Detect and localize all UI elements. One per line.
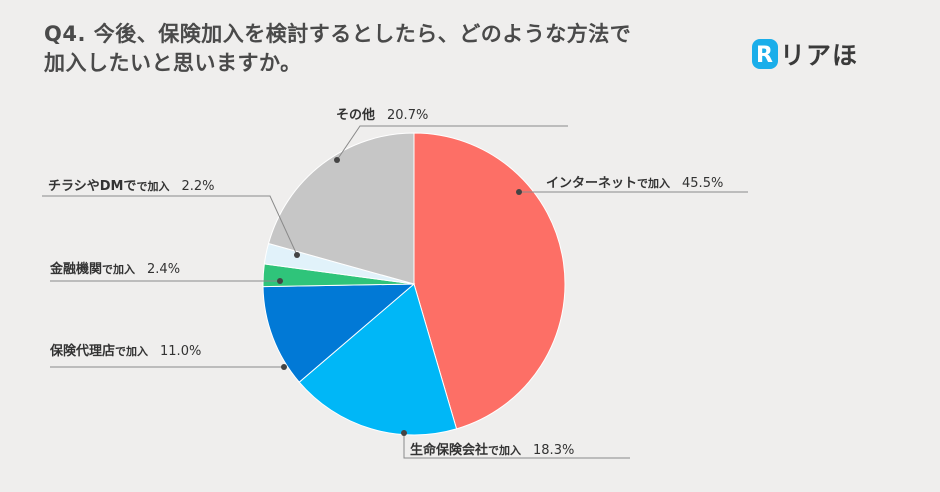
leader-dot-bank (277, 278, 283, 284)
pie-slice-agency (262, 283, 416, 383)
data-label-internet: インターネットで加入 45.5% (546, 176, 723, 191)
chart-title: Q4. 今後、保険加入を検討するとしたら、どのような方法で 加入したいと思います… (44, 20, 704, 78)
pie-slice-life-insurer (298, 283, 458, 436)
leader-dot-agency (281, 364, 287, 370)
leader-line-flyer-dm (42, 195, 298, 256)
title-line-2: 加入したいと思いますか。 (44, 51, 302, 75)
leader-dot-flyer-dm (294, 252, 300, 258)
pie-slice-other (267, 132, 415, 285)
data-label-life-insurer: 生命保険会社で加入 18.3% (410, 442, 574, 458)
data-label-bank: 金融機関で加入 2.4% (49, 261, 180, 277)
leader-dot-other (334, 157, 340, 163)
data-label-other: その他 20.7% (336, 107, 428, 123)
leader-line-life-insurer (403, 433, 630, 459)
logo-mark-icon: R (752, 39, 778, 69)
brand-logo: R リアほ (752, 36, 858, 72)
title-line-1: Q4. 今後、保険加入を検討するとしたら、どのような方法で (44, 22, 632, 46)
leader-line-other (336, 125, 568, 161)
logo-text: リアほ (780, 41, 859, 70)
data-label-flyer-dm: チラシやDMでで加入 2.2% (48, 179, 215, 194)
data-label-agency: 保険代理店で加入 11.0% (49, 343, 201, 359)
pie-slice-internet (413, 132, 566, 430)
leader-dot-life-insurer (401, 430, 407, 436)
svg-text:R: R (756, 43, 774, 68)
leader-dot-internet (516, 189, 522, 195)
